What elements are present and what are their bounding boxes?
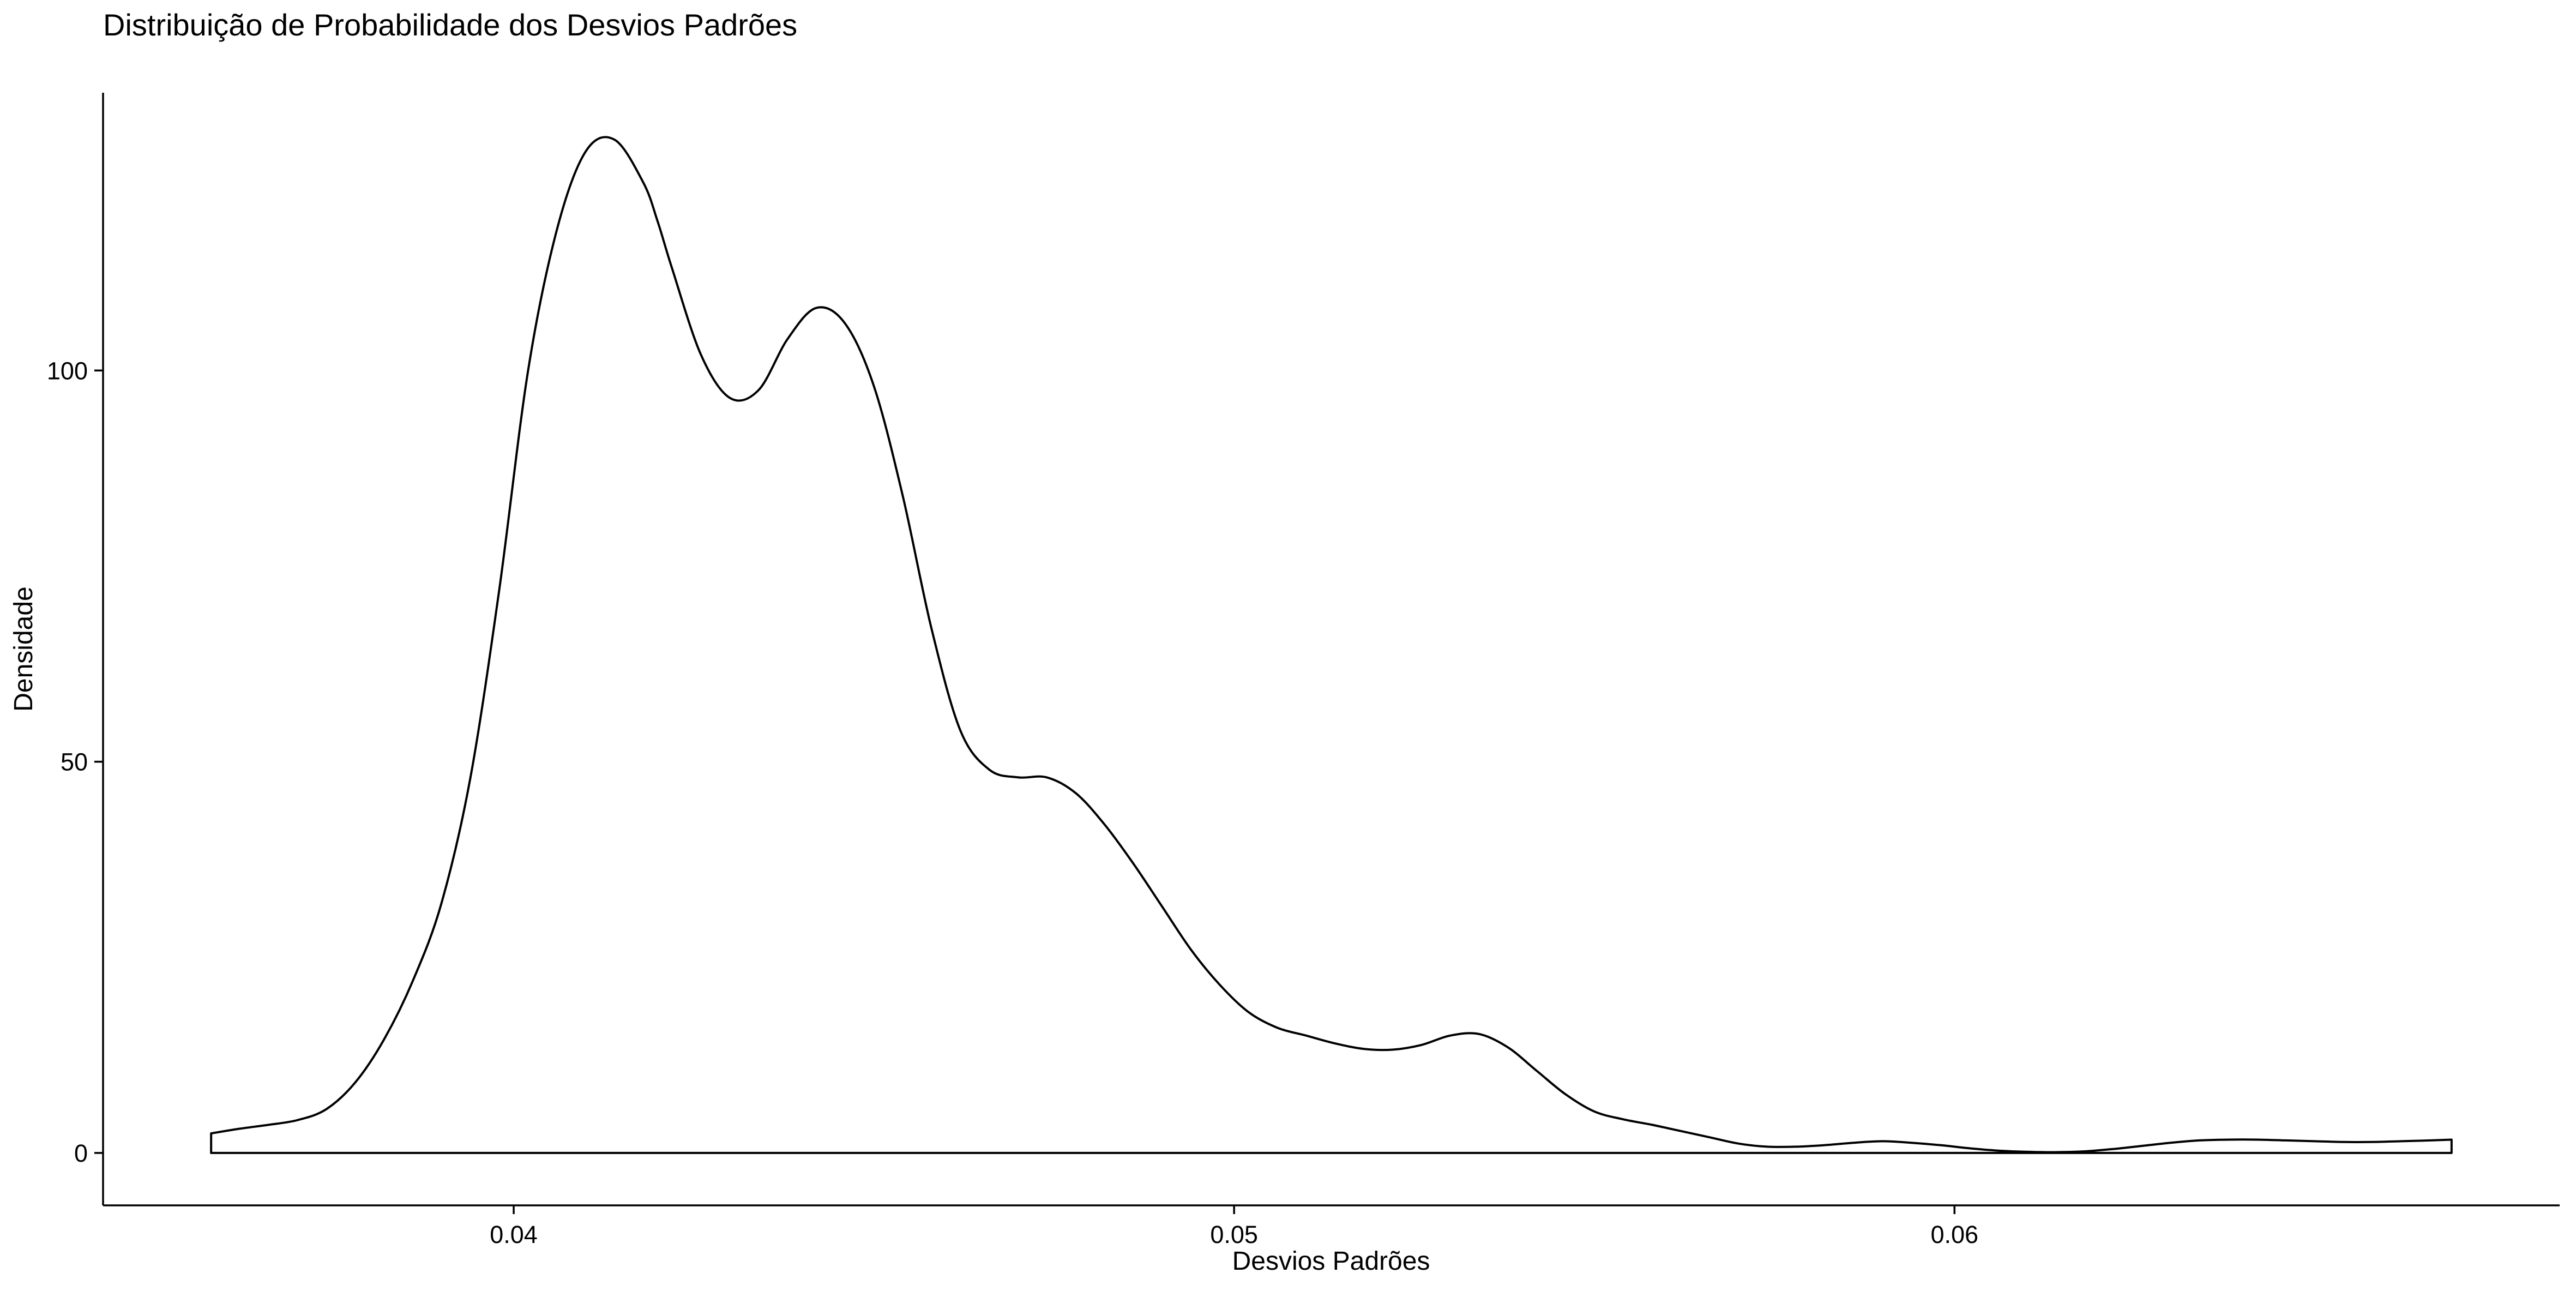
y-tick-label: 100	[47, 357, 88, 385]
plot-area	[210, 136, 2453, 1154]
x-tick-label: 0.04	[490, 1221, 538, 1248]
y-tick-label: 0	[74, 1139, 88, 1167]
x-axis-title: Desvios Padrões	[1232, 1247, 1430, 1276]
density-curve-0	[210, 136, 2453, 1154]
y-axis-title: Densidade	[9, 586, 38, 712]
axes	[102, 93, 2560, 1206]
y-tick-label: 50	[61, 748, 88, 776]
chart-title: Distribuição de Probabilidade dos Desvio…	[103, 8, 797, 42]
x-tick-label: 0.05	[1210, 1221, 1258, 1248]
x-axis-ticks: 0.04 0.05 0.06	[490, 1205, 1978, 1248]
x-tick-label: 0.06	[1930, 1221, 1978, 1248]
y-axis-ticks: 0 50 100	[47, 357, 103, 1167]
